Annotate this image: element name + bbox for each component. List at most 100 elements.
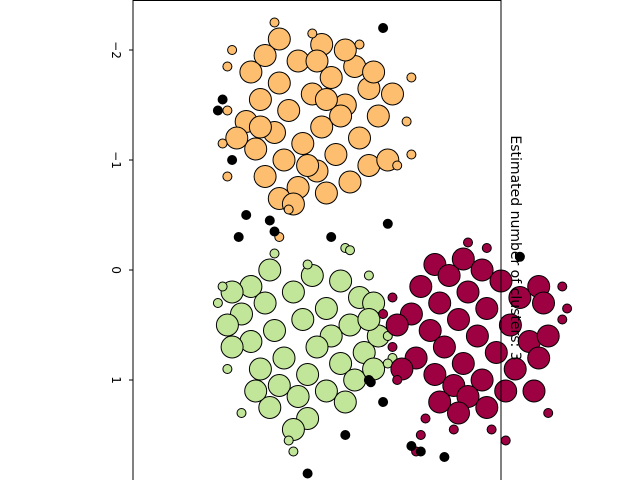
noise-point xyxy=(233,232,244,242)
core-point-1 xyxy=(357,308,381,331)
core-point-0 xyxy=(248,115,272,139)
noise-point xyxy=(269,226,280,237)
core-point-1 xyxy=(291,308,315,331)
border-point-1 xyxy=(283,435,294,446)
border-point-2 xyxy=(420,413,431,424)
core-point-0 xyxy=(329,104,353,128)
core-point-1 xyxy=(281,280,305,304)
border-point-1 xyxy=(345,245,355,256)
core-point-0 xyxy=(305,49,329,73)
core-point-2 xyxy=(409,275,433,298)
border-point-2 xyxy=(448,424,459,435)
border-point-2 xyxy=(562,303,573,314)
core-point-1 xyxy=(296,363,320,386)
border-point-1 xyxy=(302,259,313,270)
border-point-1 xyxy=(217,281,228,292)
core-point-0 xyxy=(333,38,357,62)
border-point-2 xyxy=(387,292,398,303)
noise-point xyxy=(241,210,252,220)
border-point-0 xyxy=(269,17,280,28)
core-point-2 xyxy=(503,357,527,381)
core-point-2 xyxy=(527,346,551,370)
core-point-0 xyxy=(338,170,362,194)
border-point-1 xyxy=(222,364,233,374)
border-point-2 xyxy=(486,424,497,435)
noise-point xyxy=(326,232,337,242)
core-point-0 xyxy=(272,148,296,172)
core-point-1 xyxy=(220,335,244,359)
core-point-1 xyxy=(343,368,367,392)
noise-point xyxy=(406,441,417,451)
border-point-1 xyxy=(288,446,299,457)
border-point-0 xyxy=(406,72,417,83)
border-point-0 xyxy=(222,61,233,72)
noise-point xyxy=(415,446,426,457)
noise-point xyxy=(382,218,393,229)
noise-point xyxy=(217,94,228,105)
noise-point xyxy=(302,468,313,479)
border-point-2 xyxy=(500,435,511,446)
border-point-2 xyxy=(392,375,403,385)
x-tick-label: 1 xyxy=(109,376,123,384)
core-point-1 xyxy=(263,319,286,342)
core-point-0 xyxy=(253,44,277,67)
core-point-2 xyxy=(536,324,560,348)
core-point-0 xyxy=(296,154,320,177)
border-point-1 xyxy=(363,270,374,281)
core-point-1 xyxy=(258,258,282,282)
noise-point xyxy=(514,251,525,262)
border-point-0 xyxy=(401,116,412,127)
border-point-2 xyxy=(415,430,426,440)
core-point-1 xyxy=(215,313,239,337)
chart-title: Estimated number of clusters: 3 xyxy=(507,135,523,360)
core-point-0 xyxy=(348,126,371,150)
core-point-2 xyxy=(456,280,480,304)
noise-point xyxy=(212,105,223,116)
noise-point xyxy=(264,215,275,226)
core-point-2 xyxy=(418,319,442,342)
core-point-1 xyxy=(267,374,291,397)
core-point-2 xyxy=(465,324,489,348)
x-tick-label: −2 xyxy=(109,41,123,59)
border-point-2 xyxy=(543,408,554,418)
core-point-2 xyxy=(451,352,475,375)
core-point-1 xyxy=(333,390,357,414)
core-point-0 xyxy=(366,104,390,128)
core-point-1 xyxy=(258,396,282,419)
core-point-0 xyxy=(319,66,343,89)
core-point-2 xyxy=(498,313,522,337)
noise-point xyxy=(340,430,351,440)
core-point-1 xyxy=(253,291,277,315)
core-point-2 xyxy=(423,363,447,386)
core-point-0 xyxy=(314,88,338,111)
border-point-0 xyxy=(392,160,403,171)
x-axis-ticks: −2 −1 0 1 xyxy=(109,41,133,384)
border-point-1 xyxy=(236,408,247,418)
core-point-2 xyxy=(432,335,456,359)
core-point-2 xyxy=(470,258,494,282)
core-point-0 xyxy=(225,126,249,150)
core-point-1 xyxy=(314,379,338,403)
core-point-2 xyxy=(428,390,452,414)
core-point-2 xyxy=(522,379,546,403)
border-point-2 xyxy=(557,314,568,325)
border-point-2 xyxy=(378,309,389,319)
border-point-2 xyxy=(557,281,568,292)
core-point-2 xyxy=(470,368,494,392)
core-point-2 xyxy=(447,308,470,331)
border-point-1 xyxy=(269,248,280,259)
core-point-1 xyxy=(272,346,296,370)
core-point-2 xyxy=(484,341,508,364)
core-point-2 xyxy=(437,264,461,287)
core-point-0 xyxy=(291,132,315,155)
x-tick-label: 0 xyxy=(109,266,123,274)
noise-point xyxy=(439,452,450,462)
core-point-2 xyxy=(532,291,555,315)
core-point-0 xyxy=(362,60,386,84)
core-point-0 xyxy=(277,99,301,122)
border-point-2 xyxy=(481,243,492,253)
border-point-0 xyxy=(307,28,318,39)
core-point-1 xyxy=(329,352,353,375)
core-point-0 xyxy=(267,71,291,95)
